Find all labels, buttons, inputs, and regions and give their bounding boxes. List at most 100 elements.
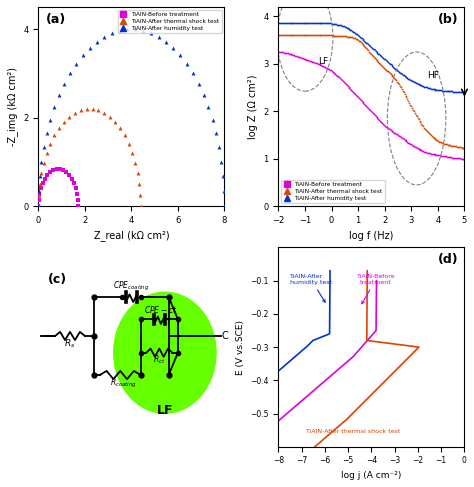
Point: [292, 19, 299, 26]
Point: [51, 131, 58, 139]
Point: [277, 32, 285, 39]
Point: [391, 129, 398, 136]
Point: [415, 80, 422, 88]
Point: [433, 86, 440, 94]
Point: [62, 168, 70, 176]
Point: [395, 68, 403, 75]
Point: [310, 58, 318, 66]
Point: [443, 141, 450, 149]
Point: [307, 32, 315, 39]
Point: [316, 60, 323, 68]
Point: [392, 76, 400, 84]
Point: [431, 134, 438, 142]
Point: [398, 85, 406, 93]
Point: [134, 169, 141, 177]
Point: [302, 19, 310, 26]
Point: [376, 117, 384, 125]
Point: [445, 153, 452, 161]
Text: TiAlN-After thermal shock test: TiAlN-After thermal shock test: [306, 430, 400, 434]
Point: [355, 94, 363, 102]
Point: [385, 59, 392, 67]
Text: LF: LF: [318, 57, 328, 66]
Point: [400, 72, 408, 79]
Point: [432, 86, 439, 94]
Point: [362, 43, 369, 51]
Point: [314, 19, 321, 26]
Point: [454, 88, 462, 96]
Point: [396, 82, 404, 90]
Text: $R_{coating}$: $R_{coating}$: [109, 376, 137, 390]
Point: [344, 33, 351, 40]
Point: [284, 32, 292, 39]
Point: [342, 23, 349, 31]
Point: [413, 144, 420, 152]
Point: [338, 22, 346, 30]
Point: [385, 69, 392, 76]
Point: [451, 88, 459, 95]
Point: [285, 32, 292, 39]
Point: [447, 88, 455, 95]
Point: [296, 54, 304, 61]
Point: [353, 31, 361, 38]
Point: [65, 113, 73, 121]
Point: [367, 43, 375, 51]
Point: [323, 32, 331, 39]
Point: [405, 99, 413, 107]
Point: [327, 67, 335, 75]
Point: [384, 58, 392, 66]
Point: [386, 69, 393, 77]
Point: [421, 148, 429, 156]
Point: [307, 19, 315, 26]
Legend: TiAlN-Before treatment, TiAlN-After thermal shock test, TiAlN-After humidity tes: TiAlN-Before treatment, TiAlN-After ther…: [281, 180, 384, 204]
Point: [410, 108, 418, 115]
Point: [384, 124, 392, 132]
Point: [445, 87, 452, 95]
Point: [380, 121, 388, 129]
Point: [374, 114, 381, 122]
Point: [371, 46, 378, 54]
Y-axis label: log Z (Ω cm²): log Z (Ω cm²): [248, 75, 258, 139]
Point: [419, 82, 427, 90]
Point: [337, 32, 345, 40]
Point: [459, 88, 466, 96]
Point: [397, 133, 405, 141]
Point: [319, 62, 327, 70]
Point: [300, 55, 308, 62]
Text: LF: LF: [156, 404, 173, 417]
Point: [454, 154, 462, 162]
Point: [277, 19, 285, 26]
Point: [450, 88, 458, 95]
Point: [359, 40, 366, 48]
Point: [380, 64, 388, 72]
Point: [346, 33, 354, 41]
Point: [429, 133, 437, 141]
Point: [365, 40, 372, 48]
Point: [125, 140, 133, 148]
Point: [338, 32, 346, 40]
Point: [419, 121, 426, 129]
Point: [136, 180, 143, 187]
Point: [459, 144, 466, 151]
Point: [291, 51, 298, 59]
Point: [444, 87, 451, 95]
Point: [55, 91, 63, 99]
Point: [71, 109, 79, 117]
Point: [452, 154, 460, 162]
Point: [36, 190, 43, 198]
Point: [397, 83, 405, 91]
Point: [439, 152, 447, 160]
Point: [417, 146, 424, 154]
Point: [438, 152, 446, 160]
Point: [447, 142, 455, 150]
Point: [313, 59, 320, 67]
Point: [317, 32, 324, 39]
Point: [280, 19, 288, 26]
Point: [351, 90, 359, 98]
Point: [303, 19, 311, 26]
Point: [281, 32, 289, 39]
Point: [305, 56, 313, 64]
Point: [409, 142, 417, 150]
Point: [440, 152, 447, 160]
Point: [36, 180, 44, 187]
Point: [70, 179, 78, 187]
